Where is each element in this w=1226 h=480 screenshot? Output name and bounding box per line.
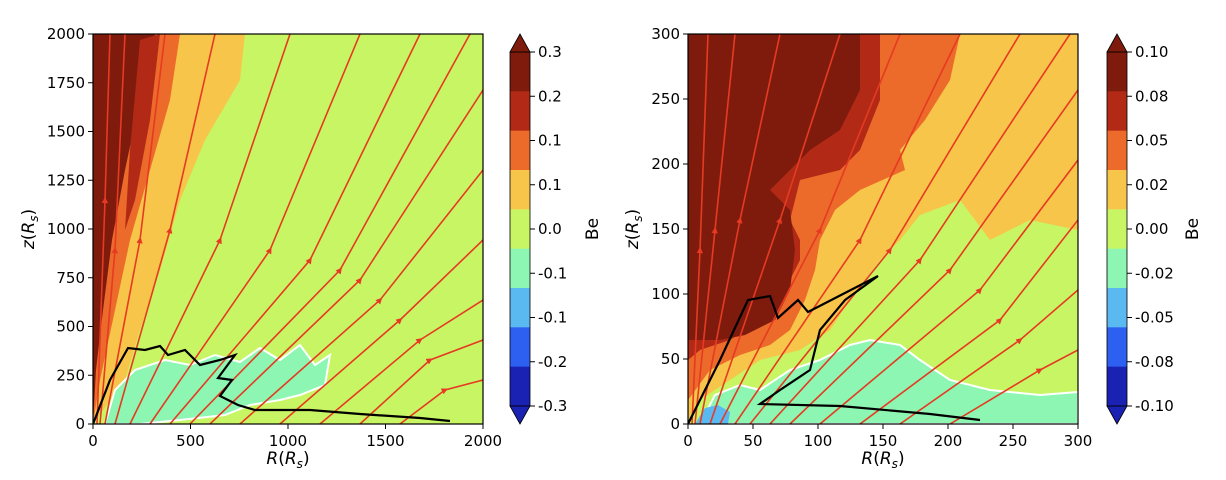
left-x-axis-title: R(Rs): [266, 449, 309, 471]
x-tick-label: 150: [869, 432, 898, 450]
colorbar-tick-label: 0.0: [538, 220, 562, 238]
x-tick-label: 1000: [269, 432, 307, 450]
y-tick-label: 250: [56, 366, 85, 384]
y-tick-label: 200: [651, 155, 680, 173]
colorbar-tick-label: 0.00: [1135, 220, 1168, 238]
x-tick-label: 1500: [366, 432, 404, 450]
left-region-disk: [103, 343, 332, 424]
left-region-red: [125, 34, 160, 230]
right-x-axis-title: R(Rs): [861, 449, 904, 471]
right-y-axis-title: z(Rs): [623, 209, 645, 250]
colorbar-segment: [510, 288, 530, 328]
colorbar-segment: [510, 327, 530, 368]
left-y-axis-title: z(Rs): [19, 209, 41, 250]
y-tick-label: 1000: [47, 220, 85, 238]
colorbar-segment: [510, 52, 530, 92]
colorbar-segment: [510, 170, 530, 210]
colorbar-extend-top: [1106, 33, 1128, 53]
y-tick-label: 1500: [47, 123, 85, 141]
y-tick-label: 2000: [47, 25, 85, 43]
right-plot-area: 0 50 100 150 200 250 300 0 50 100 150 200 250 300 R(…: [623, 25, 1092, 471]
y-tick-label: 500: [56, 318, 85, 336]
colorbar-segment: [510, 366, 530, 407]
colorbar-tick-label: -0.1: [538, 264, 567, 282]
colorbar-segment: [510, 248, 530, 289]
left-colorbar: 0.3 0.2 0.1 0.1 0.0 -0.1 -0.1 -0.2 -0.3: [509, 33, 567, 425]
x-tick-label: 500: [176, 432, 205, 450]
right-y-ticks: 0 50 100 150 200 250 300: [651, 25, 688, 433]
left-contour-black: [93, 344, 451, 424]
colorbar-segment: [1107, 366, 1127, 407]
left-streamlines: [96, 34, 483, 424]
colorbar-tick-label: -0.2: [538, 353, 567, 371]
colorbar-segment: [510, 91, 530, 132]
left-y-ticks: 0 250 500 750 1000 1250 1500 1750 2000: [47, 25, 93, 433]
colorbar-tick-label: 0.08: [1135, 87, 1168, 105]
left-x-ticks: 0 500 1000 1500 2000: [88, 424, 502, 450]
colorbar-tick-label: 0.3: [538, 43, 562, 61]
x-tick-label: 100: [804, 432, 833, 450]
colorbar-tick-label: -0.3: [538, 397, 567, 415]
x-tick-label: 300: [1064, 432, 1093, 450]
x-tick-label: 200: [934, 432, 963, 450]
x-tick-label: 2000: [464, 432, 502, 450]
colorbar-segment: [510, 130, 530, 171]
colorbar-extend-bottom: [509, 405, 531, 425]
colorbar-segment: [1107, 170, 1127, 210]
colorbar-segment: [1107, 248, 1127, 289]
colorbar-tick-label: -0.05: [1135, 309, 1174, 327]
y-tick-label: 150: [651, 220, 680, 238]
colorbar-extend-top: [509, 33, 531, 53]
y-tick-label: 300: [651, 25, 680, 43]
y-tick-label: 50: [661, 350, 680, 368]
colorbar-tick-label: 0.05: [1135, 132, 1168, 150]
x-tick-label: 50: [743, 432, 762, 450]
x-tick-label: 250: [999, 432, 1028, 450]
y-tick-label: 1250: [47, 171, 85, 189]
x-tick-label: 0: [88, 432, 98, 450]
y-tick-label: 0: [670, 415, 680, 433]
right-contour-black: [688, 275, 981, 424]
y-tick-label: 1750: [47, 74, 85, 92]
colorbar-tick-label: 0.1: [538, 132, 562, 150]
x-tick-label: 0: [683, 432, 693, 450]
colorbar-tick-label: -0.10: [1135, 397, 1174, 415]
right-x-ticks: 0 50 100 150 200 250 300: [683, 424, 1092, 450]
left-region-darkred: [93, 34, 155, 424]
left-colorbar-title: Be: [583, 218, 603, 240]
colorbar-segment: [1107, 327, 1127, 368]
colorbar-segment: [1107, 209, 1127, 250]
right-streamlines: [691, 34, 1078, 424]
y-tick-label: 750: [56, 269, 85, 287]
colorbar-tick-label: 0.10: [1135, 43, 1168, 61]
colorbar-segment: [1107, 91, 1127, 132]
colorbar-tick-label: 0.2: [538, 87, 562, 105]
right-colorbar: 0.10 0.08 0.05 0.02 0.00 -0.02 -0.05 -0.08 -0.10: [1106, 33, 1174, 425]
colorbar-tick-label: 0.1: [538, 176, 562, 194]
y-tick-label: 250: [651, 90, 680, 108]
colorbar-segment: [1107, 288, 1127, 328]
y-tick-label: 0: [75, 415, 85, 433]
colorbar-segment: [510, 209, 530, 250]
colorbar-tick-label: 0.02: [1135, 176, 1168, 194]
colorbar-segment: [1107, 52, 1127, 92]
right-colorbar-title: Be: [1183, 218, 1203, 240]
colorbar-extend-bottom: [1106, 405, 1128, 425]
left-plot-area: 0 500 1000 1500 2000 0 250 500 750 1000 1250 1500 1…: [19, 25, 502, 471]
colorbar-tick-label: -0.08: [1135, 353, 1174, 371]
y-tick-label: 100: [651, 285, 680, 303]
colorbar-segment: [1107, 130, 1127, 171]
colorbar-tick-label: -0.1: [538, 309, 567, 327]
colorbar-tick-label: -0.02: [1135, 264, 1174, 282]
